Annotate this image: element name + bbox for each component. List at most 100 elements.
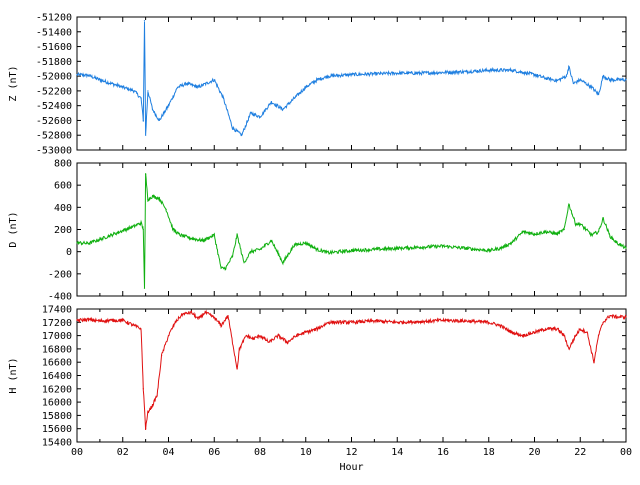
data-point bbox=[282, 108, 284, 110]
data-point bbox=[339, 321, 341, 323]
data-point bbox=[597, 335, 600, 337]
data-point bbox=[373, 73, 375, 75]
data-point bbox=[396, 321, 398, 323]
data-point bbox=[563, 335, 565, 337]
data-point bbox=[293, 244, 295, 246]
data-point bbox=[186, 82, 188, 85]
data-point bbox=[499, 325, 501, 327]
data-point bbox=[143, 20, 146, 22]
data-point bbox=[220, 325, 222, 327]
y-tick-label: -52400 bbox=[36, 101, 72, 112]
data-point bbox=[533, 331, 536, 333]
x-tick-label: 16 bbox=[437, 447, 449, 458]
data-point bbox=[145, 134, 147, 136]
data-point bbox=[179, 234, 181, 236]
y-tick-label: -52800 bbox=[36, 131, 72, 142]
y-axis-label: Z (nT) bbox=[8, 65, 19, 101]
series-line bbox=[76, 309, 627, 431]
data-point bbox=[87, 74, 90, 76]
y-tick-label: 0 bbox=[66, 247, 72, 258]
y-axis-label: H (nT) bbox=[8, 357, 19, 393]
data-point bbox=[268, 341, 270, 343]
x-tick-label: 02 bbox=[117, 447, 129, 458]
data-point bbox=[133, 90, 135, 92]
panel-frame bbox=[76, 162, 627, 297]
data-point bbox=[122, 86, 124, 88]
data-point bbox=[597, 93, 600, 96]
data-point bbox=[609, 79, 611, 81]
y-tick-label: 16600 bbox=[42, 358, 72, 369]
data-point bbox=[167, 105, 170, 107]
y-tick-label: 16200 bbox=[42, 384, 72, 395]
data-point bbox=[158, 119, 160, 122]
data-point bbox=[579, 79, 581, 81]
data-point bbox=[545, 328, 547, 330]
y-tick-label: 800 bbox=[54, 159, 72, 170]
y-tick-label: 17000 bbox=[42, 331, 72, 342]
data-point bbox=[99, 79, 101, 81]
data-point bbox=[396, 72, 398, 74]
data-point bbox=[161, 354, 163, 357]
data-point bbox=[316, 328, 318, 330]
y-tick-label: -52600 bbox=[36, 116, 72, 127]
data-point bbox=[373, 320, 375, 322]
data-point bbox=[220, 267, 222, 269]
y-tick-label: 15600 bbox=[42, 424, 72, 435]
data-point bbox=[231, 255, 234, 257]
data-point bbox=[222, 97, 224, 99]
data-point bbox=[181, 313, 183, 315]
data-point bbox=[231, 127, 234, 129]
data-point bbox=[140, 97, 142, 99]
data-point bbox=[563, 228, 565, 231]
data-point bbox=[140, 222, 142, 224]
data-point bbox=[197, 318, 199, 320]
x-tick-label: 18 bbox=[483, 447, 495, 458]
y-tick-label: 17200 bbox=[42, 318, 72, 329]
data-point bbox=[305, 242, 307, 244]
y-tick-label: -51600 bbox=[36, 42, 72, 53]
data-point bbox=[442, 319, 444, 321]
x-tick-label: 06 bbox=[208, 447, 220, 458]
data-point bbox=[419, 72, 421, 74]
y-tick-label: -52200 bbox=[36, 86, 72, 97]
data-point bbox=[545, 231, 547, 233]
data-point bbox=[568, 203, 570, 205]
data-point bbox=[238, 348, 241, 350]
data-point bbox=[511, 331, 513, 333]
y-tick-label: -200 bbox=[48, 269, 72, 280]
data-point bbox=[250, 251, 252, 253]
series-line bbox=[76, 21, 627, 137]
panel-frame bbox=[76, 16, 627, 151]
data-point bbox=[499, 247, 501, 249]
data-point bbox=[243, 262, 245, 264]
data-point bbox=[328, 321, 330, 323]
y-tick-label: -51200 bbox=[36, 13, 72, 24]
x-tick-label: 08 bbox=[254, 447, 266, 458]
y-axis-label: D (nT) bbox=[8, 211, 19, 247]
data-point bbox=[609, 235, 611, 237]
y-tick-label: 600 bbox=[54, 181, 72, 192]
data-point bbox=[328, 252, 330, 254]
data-point bbox=[99, 238, 101, 241]
data-point bbox=[522, 335, 524, 337]
data-point bbox=[488, 69, 490, 71]
data-point bbox=[259, 116, 261, 118]
data-point bbox=[616, 242, 618, 244]
data-point bbox=[133, 325, 135, 327]
data-point bbox=[147, 90, 149, 92]
data-point bbox=[87, 242, 90, 244]
y-tick-label: 17400 bbox=[42, 305, 72, 316]
data-point bbox=[625, 79, 627, 81]
data-point bbox=[282, 262, 284, 264]
data-point bbox=[296, 335, 298, 337]
data-point bbox=[316, 79, 318, 81]
data-point bbox=[579, 223, 581, 225]
data-point bbox=[151, 108, 154, 110]
data-point bbox=[522, 231, 524, 233]
y-tick-label: -53000 bbox=[36, 146, 72, 157]
data-point bbox=[110, 82, 112, 85]
data-point bbox=[270, 239, 273, 242]
data-point bbox=[305, 331, 307, 333]
data-point bbox=[204, 311, 206, 313]
